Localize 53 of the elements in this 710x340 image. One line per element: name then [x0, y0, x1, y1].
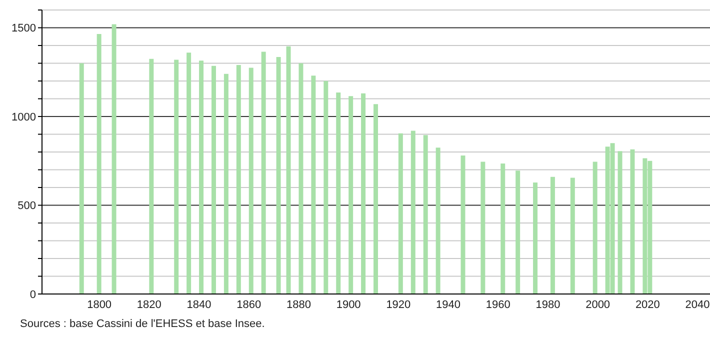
bar: [298, 63, 304, 294]
x-tick-label: 1900: [336, 298, 361, 311]
bar: [533, 182, 538, 294]
bar: [480, 162, 486, 294]
bar: [336, 92, 341, 294]
y-tick-label: 1500: [12, 22, 36, 35]
y-tick-label: 0: [30, 288, 36, 301]
x-tick-label: 2020: [635, 298, 660, 311]
bar: [261, 52, 266, 294]
bar: [149, 58, 154, 294]
bar: [112, 24, 116, 294]
bar: [348, 96, 354, 294]
x-tick-label: 1920: [386, 298, 411, 311]
bar: [570, 178, 575, 294]
bar: [436, 148, 440, 294]
bar: [96, 34, 102, 294]
bar: [248, 68, 254, 294]
bar: [618, 151, 622, 294]
x-tick-label: 1820: [136, 298, 162, 311]
bar: [276, 57, 281, 294]
bar: [236, 65, 241, 294]
x-tick-label: 1840: [186, 298, 212, 311]
bar: [423, 135, 428, 294]
bar: [286, 46, 291, 294]
bar: [79, 63, 84, 294]
bar: [374, 104, 378, 294]
bar: [500, 164, 506, 294]
bar: [630, 149, 635, 294]
source-note: Sources : base Cassini de l'EHESS et base Insee.: [20, 318, 266, 330]
bar: [410, 130, 416, 294]
bar: [186, 52, 192, 294]
x-tick-label: 1960: [486, 298, 510, 311]
bar: [398, 133, 403, 294]
bar: [550, 176, 555, 294]
bar: [361, 93, 366, 294]
bar: [199, 60, 204, 294]
x-tick-label: 1940: [436, 298, 461, 311]
y-tick-label: 500: [18, 200, 36, 212]
x-tick-label: 1860: [236, 298, 262, 311]
x-tick-label: 2040: [685, 298, 710, 311]
bar: [324, 81, 328, 294]
bar: [211, 66, 216, 294]
y-tick-label: 1000: [12, 111, 36, 124]
x-tick-label: 1980: [536, 298, 560, 311]
bar: [592, 162, 598, 294]
x-tick-label: 2000: [586, 298, 610, 311]
bar: [224, 74, 228, 294]
x-tick-label: 1800: [87, 298, 112, 311]
bar: [516, 170, 520, 294]
bar: [460, 156, 466, 294]
bar: [174, 60, 179, 294]
x-tick-label: 1880: [286, 298, 311, 311]
bar: [311, 76, 316, 294]
